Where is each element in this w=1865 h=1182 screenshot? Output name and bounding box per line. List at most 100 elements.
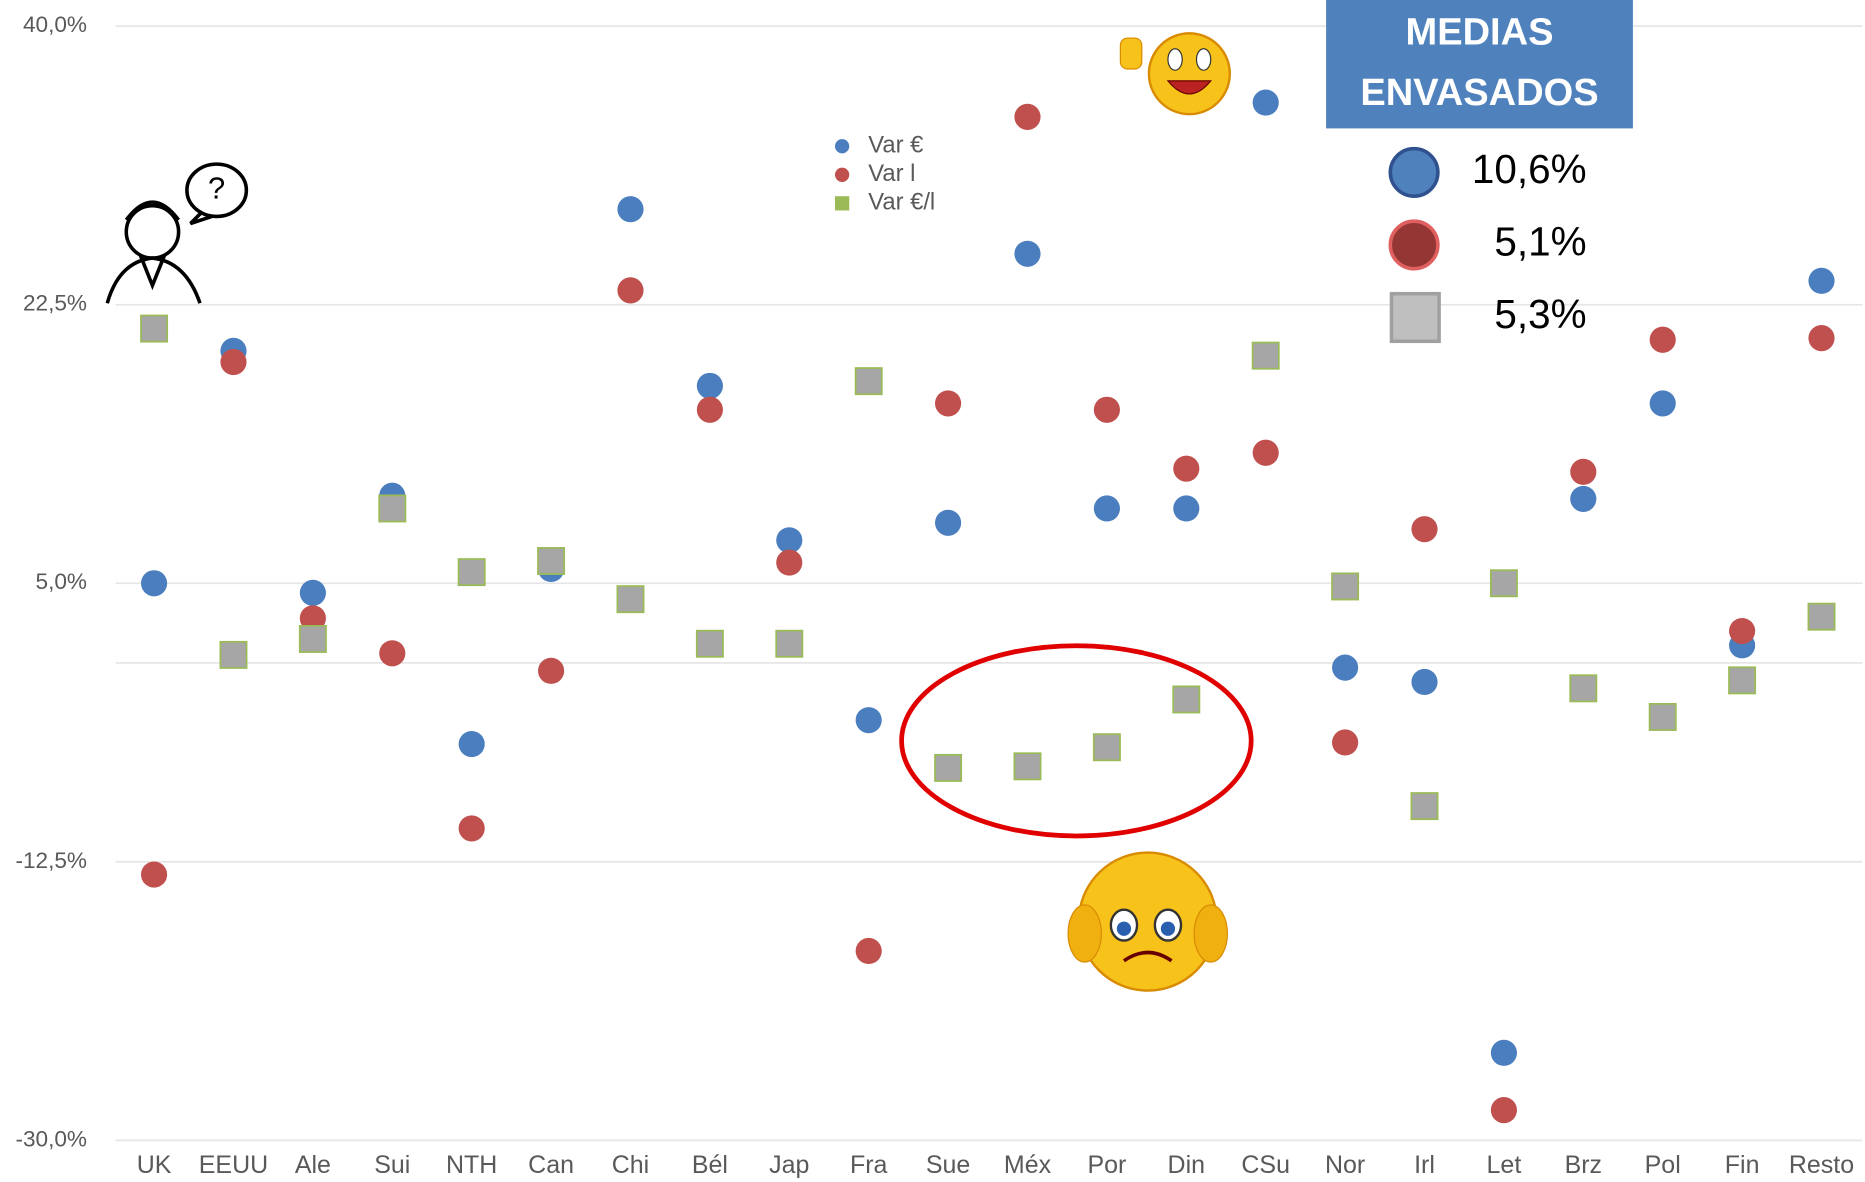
medias-title: MEDIAS (1406, 12, 1554, 54)
x-tick-label: Chi (612, 1151, 649, 1179)
medias-title: ENVASADOS (1360, 72, 1598, 114)
legend-label: Var €/l (868, 189, 935, 216)
point (459, 559, 485, 585)
x-tick-label: CSu (1241, 1151, 1290, 1179)
legend-marker (835, 196, 849, 210)
point (1014, 104, 1040, 130)
legend-label: Var € (868, 132, 923, 159)
point (379, 640, 405, 666)
point (1094, 495, 1120, 521)
medias-marker (1392, 294, 1440, 342)
x-tick-label: NTH (446, 1151, 497, 1179)
point (1253, 440, 1279, 466)
point (776, 527, 802, 553)
x-tick-label: Jap (769, 1151, 809, 1179)
point (617, 586, 643, 612)
thinking-person-icon: ? (107, 164, 246, 303)
legend-label: Var l (868, 160, 915, 187)
point (1173, 686, 1199, 712)
medias-value: 10,6% (1472, 146, 1587, 192)
point (1411, 516, 1437, 542)
x-tick-label: Din (1168, 1151, 1205, 1179)
point (141, 570, 167, 596)
point (617, 196, 643, 222)
point (697, 397, 723, 423)
point (300, 580, 326, 606)
medias-value: 5,3% (1494, 291, 1586, 337)
y-tick-label: 5,0% (36, 569, 87, 594)
legend-marker (835, 168, 849, 182)
point (220, 349, 246, 375)
x-tick-label: Méx (1004, 1151, 1052, 1179)
x-tick-label: Pol (1645, 1151, 1681, 1179)
point (1491, 570, 1517, 596)
point (1650, 704, 1676, 730)
x-tick-label: Let (1487, 1151, 1522, 1179)
point (856, 938, 882, 964)
point (1253, 89, 1279, 115)
point (1014, 241, 1040, 267)
point (141, 861, 167, 887)
point (935, 755, 961, 781)
point (379, 495, 405, 521)
x-tick-label: Fin (1725, 1151, 1760, 1179)
point (935, 510, 961, 536)
chart: ? -30,0% -12,5% 5,0% 22,5% 40,0% UK EEUU Ale Sui… (0, 0, 1865, 1182)
point (697, 373, 723, 399)
sad-emoji (1068, 853, 1227, 991)
point (776, 631, 802, 657)
point (538, 548, 564, 574)
point (1253, 343, 1279, 369)
point (1173, 495, 1199, 521)
point (1332, 729, 1358, 755)
medias-marker (1390, 221, 1438, 269)
x-tick-label: Bél (692, 1151, 728, 1179)
happy-emoji (1120, 33, 1229, 114)
x-tick-label: Ale (295, 1151, 331, 1179)
point (1808, 604, 1834, 630)
point (1014, 753, 1040, 779)
point (856, 707, 882, 733)
point (1094, 397, 1120, 423)
point (141, 316, 167, 342)
point (1570, 486, 1596, 512)
point (1173, 456, 1199, 482)
medias-value: 5,1% (1494, 219, 1586, 265)
point (1332, 573, 1358, 599)
point (776, 549, 802, 575)
point (697, 631, 723, 657)
point (538, 658, 564, 684)
x-tick-label: Por (1087, 1151, 1126, 1179)
svg-text:?: ? (208, 170, 225, 205)
y-tick-label: 22,5% (23, 291, 87, 316)
x-tick-label: Can (528, 1151, 574, 1179)
point (1491, 1097, 1517, 1123)
y-tick-label: -30,0% (15, 1126, 87, 1151)
x-tick-label: Sue (926, 1151, 970, 1179)
point (1411, 669, 1437, 695)
point (459, 731, 485, 757)
legend-marker (835, 139, 849, 153)
point (856, 368, 882, 394)
x-tick-label: Nor (1325, 1151, 1365, 1179)
point (1729, 667, 1755, 693)
x-tick-label: EEUU (199, 1151, 268, 1179)
point (1650, 390, 1676, 416)
y-tick-label: -12,5% (15, 848, 87, 873)
point (935, 390, 961, 416)
point (1570, 675, 1596, 701)
point (300, 626, 326, 652)
x-tick-label: UK (137, 1151, 172, 1179)
point (617, 277, 643, 303)
x-tick-label: Brz (1565, 1151, 1602, 1179)
point (459, 815, 485, 841)
point (1650, 327, 1676, 353)
highlight-ellipse (902, 646, 1252, 836)
x-tick-label: Sui (374, 1151, 410, 1179)
point (1094, 734, 1120, 760)
y-tick-label: 40,0% (23, 12, 87, 37)
point (1491, 1040, 1517, 1066)
point (220, 642, 246, 668)
x-tick-label: Irl (1414, 1151, 1435, 1179)
point (1570, 459, 1596, 485)
